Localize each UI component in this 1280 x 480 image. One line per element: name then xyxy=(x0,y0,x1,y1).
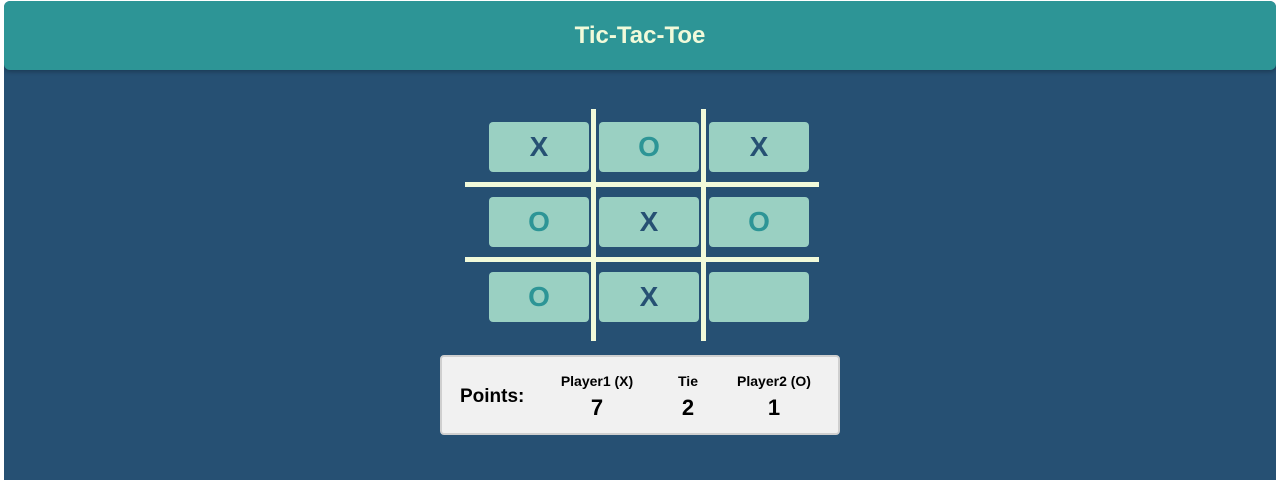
grid-line-horizontal-2 xyxy=(465,257,819,262)
grid-line-vertical-1 xyxy=(591,109,596,341)
score-player2-name: Player2 (O) xyxy=(737,373,811,389)
score-player2: Player2 (O) 1 xyxy=(724,373,824,421)
score-player1-value: 7 xyxy=(590,395,604,420)
scoreboard: Points: Player1 (X) 7 Tie 2 Player2 (O) … xyxy=(440,355,840,435)
board-cell-r1c1[interactable]: X xyxy=(489,122,589,172)
score-tie: Tie 2 xyxy=(658,373,718,421)
score-player1: Player1 (X) 7 xyxy=(552,373,642,421)
board-cell-r3c3[interactable] xyxy=(709,272,809,322)
board-cell-r1c2[interactable]: O xyxy=(599,122,699,172)
score-tie-value: 2 xyxy=(681,395,695,420)
board-cell-r2c2[interactable]: X xyxy=(599,197,699,247)
board-cell-r2c1[interactable]: O xyxy=(489,197,589,247)
game-board: X O X O X O O X xyxy=(465,109,819,341)
score-player1-name: Player1 (X) xyxy=(560,373,634,389)
header-bar: Tic-Tac-Toe xyxy=(4,1,1276,70)
grid-line-vertical-2 xyxy=(701,109,706,341)
page-title: Tic-Tac-Toe xyxy=(574,21,706,49)
score-tie-name: Tie xyxy=(678,373,698,389)
game-app: Tic-Tac-Toe X O X O X O O X Points: Play… xyxy=(4,1,1276,480)
points-label: Points: xyxy=(460,386,525,407)
board-cell-r1c3[interactable]: X xyxy=(709,122,809,172)
board-cell-r3c2[interactable]: X xyxy=(599,272,699,322)
grid-line-horizontal-1 xyxy=(465,182,819,187)
score-player2-value: 1 xyxy=(767,395,781,420)
board-cell-r2c3[interactable]: O xyxy=(709,197,809,247)
board-cell-r3c1[interactable]: O xyxy=(489,272,589,322)
